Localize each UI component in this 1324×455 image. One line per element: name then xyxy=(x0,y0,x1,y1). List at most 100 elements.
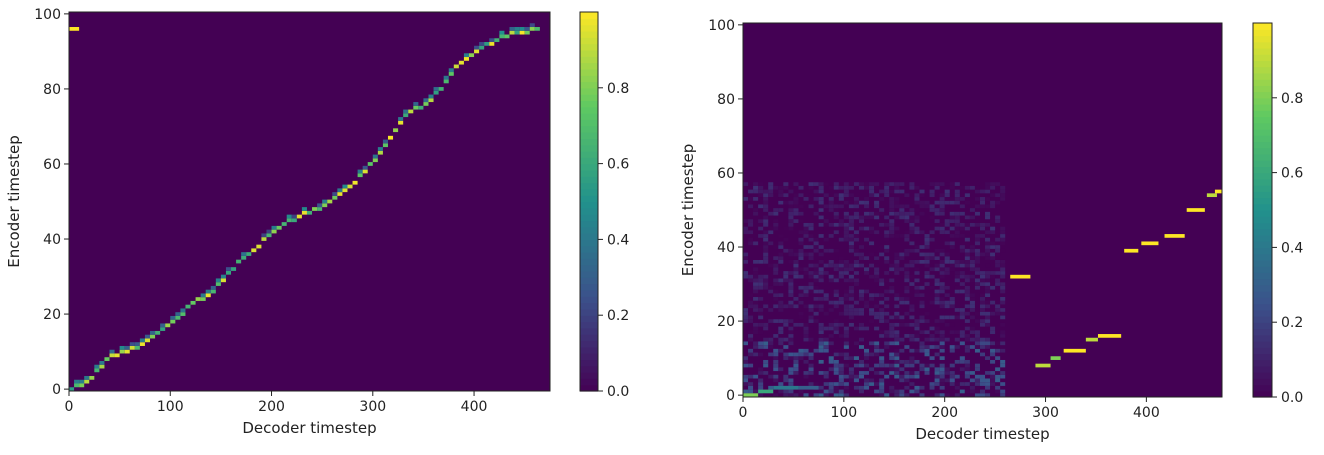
heatmap-cell xyxy=(929,204,935,209)
heatmap-cell xyxy=(763,337,769,342)
heatmap-cell xyxy=(899,341,905,346)
heatmap-cell xyxy=(904,363,910,368)
heatmap-cell xyxy=(743,315,749,320)
heatmap-cell xyxy=(974,330,980,335)
heatmap-cell xyxy=(995,278,1001,283)
heatmap-cell xyxy=(874,267,880,272)
heatmap-cell xyxy=(793,274,799,279)
heatmap-cell xyxy=(109,349,115,354)
heatmap-cell xyxy=(1000,271,1006,275)
heatmap-cell xyxy=(914,278,920,283)
heatmap-cell xyxy=(879,278,885,283)
colorbar-segment xyxy=(1253,60,1272,68)
heatmap-cell xyxy=(1000,267,1006,272)
heatmap-cell xyxy=(995,389,1001,394)
heatmap-cell xyxy=(914,208,920,212)
heatmap-cell xyxy=(1000,297,1006,301)
heatmap-cell xyxy=(914,326,920,331)
heatmap-cell xyxy=(959,374,965,379)
heatmap-cell xyxy=(934,256,940,260)
heatmap-cell xyxy=(944,315,950,320)
heatmap-cell xyxy=(828,200,834,205)
heatmap-cell xyxy=(823,222,829,227)
heatmap-cell xyxy=(909,334,915,338)
heatmap-cell xyxy=(853,215,859,220)
heatmap-cell xyxy=(1000,348,1006,353)
heatmap-cell xyxy=(879,211,885,216)
heatmap-cell xyxy=(843,211,849,216)
colorbar-segment xyxy=(580,144,598,152)
heatmap-cell xyxy=(813,263,819,268)
heatmap-segment xyxy=(1214,189,1222,194)
heatmap-cell xyxy=(929,382,935,386)
heatmap-cell xyxy=(929,189,935,194)
heatmap-cell xyxy=(964,293,970,298)
heatmap-cell xyxy=(974,197,980,201)
heatmap-cell xyxy=(823,341,829,346)
heatmap-cell xyxy=(763,208,769,212)
heatmap-cell xyxy=(864,185,870,190)
heatmap-cell xyxy=(773,378,779,383)
heatmap-cell xyxy=(828,204,834,209)
heatmap-cell xyxy=(758,278,764,283)
heatmap-cell xyxy=(848,219,854,223)
heatmap-cell xyxy=(793,263,799,268)
heatmap-cell xyxy=(954,226,960,231)
heatmap-cell xyxy=(853,248,859,253)
heatmap-cell xyxy=(969,337,975,342)
heatmap-cell xyxy=(838,393,844,397)
heatmap-cell xyxy=(934,248,940,253)
heatmap-cell xyxy=(773,263,779,268)
heatmap-cell xyxy=(924,371,930,375)
heatmap-cell xyxy=(743,256,749,260)
heatmap-cell xyxy=(964,215,970,220)
heatmap-cell xyxy=(763,248,769,253)
heatmap-cell xyxy=(939,204,945,209)
heatmap-cell xyxy=(843,185,849,190)
colorbar-segment xyxy=(1253,29,1272,37)
heatmap-cell xyxy=(803,197,809,201)
heatmap-cell xyxy=(924,352,930,357)
heatmap-cell xyxy=(848,308,854,312)
heatmap-cell xyxy=(884,185,890,190)
heatmap-cell xyxy=(969,274,975,279)
heatmap-cell xyxy=(853,341,859,346)
x-tick-label: 400 xyxy=(461,399,488,415)
heatmap-cell xyxy=(793,297,799,301)
heatmap-cell xyxy=(889,226,895,231)
heatmap-cell xyxy=(823,389,829,394)
heatmap-cell xyxy=(939,208,945,212)
heatmap-cell xyxy=(823,371,829,375)
heatmap-cell xyxy=(818,200,824,205)
heatmap-cell xyxy=(894,267,900,272)
heatmap-cell xyxy=(225,267,232,271)
heatmap-cell xyxy=(858,374,865,379)
heatmap-cell xyxy=(1000,285,1006,290)
heatmap-cell xyxy=(808,352,814,357)
heatmap-cell xyxy=(763,371,769,375)
heatmap-cell xyxy=(818,348,824,353)
heatmap-cell xyxy=(909,356,915,360)
heatmap-cell xyxy=(833,230,839,235)
heatmap-cell xyxy=(793,200,799,205)
heatmap-cell xyxy=(985,185,991,190)
heatmap-cell xyxy=(823,345,829,349)
heatmap-cell xyxy=(974,363,980,368)
heatmap-cell xyxy=(104,357,110,361)
heatmap-cell xyxy=(889,200,895,205)
heatmap-cell xyxy=(134,345,140,350)
heatmap-cell xyxy=(949,330,955,335)
heatmap-cell xyxy=(864,382,870,386)
heatmap-cell xyxy=(848,371,854,375)
heatmap-cell xyxy=(929,326,935,331)
heatmap-cell xyxy=(884,297,890,301)
heatmap-cell xyxy=(758,382,764,386)
x-tick-label: 200 xyxy=(258,399,285,415)
heatmap-cell xyxy=(818,252,824,257)
heatmap-cell xyxy=(985,274,991,279)
heatmap-cell xyxy=(949,215,955,220)
heatmap-cell xyxy=(864,237,870,242)
heatmap-cell xyxy=(899,367,905,372)
heatmap-cell xyxy=(914,259,920,264)
heatmap-cell xyxy=(778,197,784,201)
